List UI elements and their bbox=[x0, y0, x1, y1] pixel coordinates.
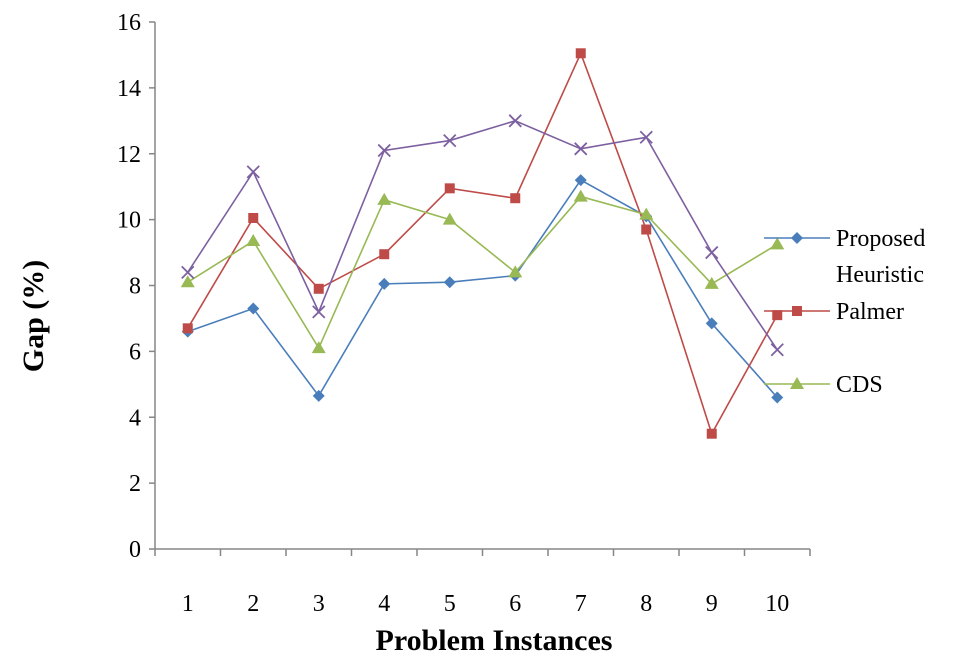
series-2 bbox=[182, 48, 783, 439]
x-marker-stroke bbox=[639, 130, 653, 144]
data-point bbox=[443, 133, 457, 148]
data-point bbox=[705, 317, 718, 330]
y-tick-label: 8 bbox=[129, 274, 141, 300]
data-point bbox=[573, 189, 588, 202]
series-line bbox=[187, 51, 778, 436]
x-marker-stroke bbox=[443, 133, 457, 148]
x-marker-stroke bbox=[246, 165, 260, 179]
data-point bbox=[575, 48, 586, 59]
data-point bbox=[641, 224, 652, 235]
x-tick-label: 6 bbox=[509, 591, 521, 617]
y-tick-label: 14 bbox=[117, 76, 141, 102]
legend-entry-2: Palmer bbox=[764, 299, 904, 325]
x-tick-label: 3 bbox=[313, 591, 325, 617]
data-point bbox=[574, 142, 588, 156]
data-point bbox=[510, 193, 521, 204]
data-point bbox=[181, 265, 195, 279]
data-point bbox=[312, 389, 325, 402]
legend-entry-3: CDS bbox=[764, 372, 883, 398]
legend-entry-1: Proposed Heuristic bbox=[764, 226, 925, 288]
legend: Proposed Heuristic Palmer CDS bbox=[764, 226, 925, 398]
x-marker-stroke bbox=[705, 245, 719, 260]
data-point bbox=[508, 114, 522, 128]
x-tick-label: 9 bbox=[706, 591, 718, 617]
data-point bbox=[182, 323, 193, 334]
data-point bbox=[379, 249, 390, 260]
data-point bbox=[443, 276, 456, 289]
data-point bbox=[639, 207, 654, 220]
x-tick-label: 1 bbox=[182, 591, 194, 617]
data-point bbox=[574, 174, 587, 187]
data-point bbox=[312, 305, 326, 319]
legend-marker bbox=[792, 306, 802, 316]
data-point bbox=[313, 283, 324, 294]
y-tick-label: 10 bbox=[117, 208, 141, 234]
y-tick-label: 4 bbox=[129, 405, 141, 431]
data-point bbox=[442, 212, 457, 225]
series-3 bbox=[180, 189, 785, 354]
legend-label: Proposed bbox=[836, 226, 925, 252]
data-point bbox=[770, 343, 784, 357]
x-tick-label: 10 bbox=[765, 591, 789, 617]
x-marker-stroke bbox=[508, 114, 522, 128]
data-point bbox=[639, 130, 653, 144]
x-tick-label: 4 bbox=[378, 591, 390, 617]
data-point bbox=[246, 234, 261, 247]
x-axis-title: Problem Instances bbox=[376, 624, 613, 657]
legend-marker bbox=[791, 232, 803, 244]
series-1 bbox=[181, 174, 784, 404]
x-tick-label: 8 bbox=[640, 591, 652, 617]
y-tick-label: 12 bbox=[117, 142, 141, 168]
data-point bbox=[444, 183, 455, 194]
x-marker-stroke bbox=[377, 143, 391, 158]
data-point bbox=[377, 143, 391, 158]
legend-label: Palmer bbox=[836, 299, 904, 325]
x-tick-label: 7 bbox=[575, 591, 587, 617]
data-point bbox=[771, 391, 784, 404]
data-point bbox=[180, 275, 195, 288]
series-4 bbox=[181, 114, 784, 357]
data-point bbox=[508, 265, 523, 278]
data-point bbox=[311, 341, 326, 354]
data-point bbox=[706, 428, 717, 439]
series-line bbox=[187, 179, 778, 399]
data-point bbox=[772, 310, 783, 321]
series-line bbox=[187, 119, 778, 351]
x-marker-stroke bbox=[312, 305, 326, 319]
data-point bbox=[378, 277, 391, 290]
y-axis-title: Gap (%) bbox=[17, 260, 50, 373]
series-line bbox=[187, 195, 778, 350]
data-point bbox=[705, 245, 719, 260]
x-marker-stroke bbox=[574, 142, 588, 156]
data-point bbox=[770, 237, 785, 250]
x-tick-label: 2 bbox=[247, 591, 259, 617]
x-marker-stroke bbox=[181, 265, 195, 279]
y-tick-label: 2 bbox=[129, 471, 141, 497]
x-marker-stroke bbox=[770, 343, 784, 357]
data-point bbox=[247, 302, 260, 315]
legend-marker bbox=[790, 377, 804, 389]
y-tick-label: 6 bbox=[129, 339, 141, 365]
series-lines bbox=[180, 48, 785, 439]
data-point bbox=[704, 276, 719, 289]
data-point bbox=[246, 165, 260, 179]
data-point bbox=[248, 212, 259, 223]
y-tick-label: 0 bbox=[129, 537, 141, 563]
y-tick-label: 16 bbox=[117, 10, 141, 36]
legend-label: Heuristic bbox=[836, 262, 924, 288]
x-tick-label: 5 bbox=[444, 591, 456, 617]
legend-label: CDS bbox=[836, 372, 883, 398]
data-point bbox=[377, 192, 392, 205]
